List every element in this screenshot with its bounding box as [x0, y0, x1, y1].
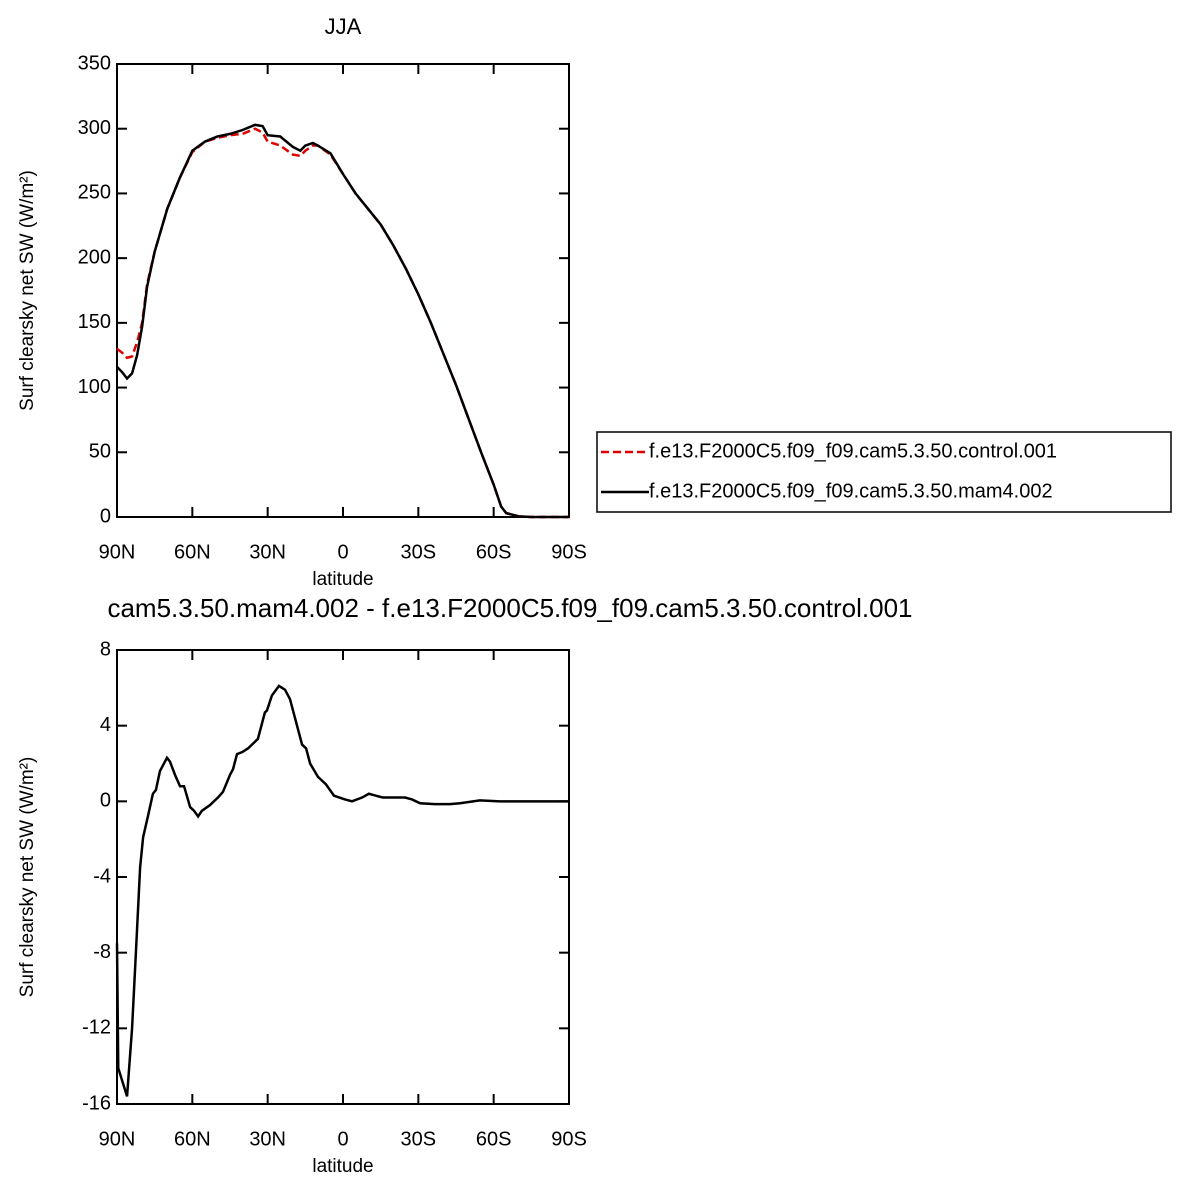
x-tick-label: 60N [174, 1128, 211, 1150]
x-tick-label: 30S [401, 541, 437, 563]
x-tick-label: 60S [476, 541, 512, 563]
y-tick-label: 250 [78, 182, 111, 204]
y-tick-label: 300 [78, 117, 111, 139]
y-tick-label: 0 [100, 505, 111, 527]
x-tick-label: 30N [249, 1128, 286, 1150]
plot-frame [116, 63, 570, 518]
y-tick-label: 350 [78, 52, 111, 74]
y-tick-label: 0 [100, 790, 111, 812]
plot-frame [116, 649, 570, 1105]
chart-title: cam5.3.50.mam4.002 - f.e13.F2000C5.f09_f… [107, 593, 912, 623]
y-tick-label: 100 [78, 376, 111, 398]
y-axis-label: Surf clearsky net SW (W/m²) [17, 757, 38, 998]
x-tick-label: 0 [337, 1128, 348, 1150]
x-tick-label: 60N [174, 541, 211, 563]
y-tick-label: 8 [100, 638, 111, 660]
y-tick-label: 200 [78, 246, 111, 268]
y-tick-label: 50 [89, 441, 111, 463]
x-tick-label: 30S [401, 1128, 437, 1150]
data-line [115, 684, 569, 1097]
x-tick-label: 0 [337, 541, 348, 563]
x-tick-label: 90S [551, 541, 587, 563]
y-tick-label: -4 [93, 865, 111, 887]
y-tick-label: 4 [100, 714, 111, 736]
y-axis-label: Surf clearsky net SW (W/m²) [17, 170, 38, 411]
chart-title: JJA [325, 14, 362, 39]
x-tick-label: 90S [551, 1128, 587, 1150]
y-tick-label: -8 [93, 941, 111, 963]
legend-label: f.e13.F2000C5.f09_f09.cam5.3.50.control.… [649, 440, 1057, 462]
y-tick-label: 150 [78, 311, 111, 333]
x-axis-label: latitude [312, 569, 373, 590]
y-tick-label: -16 [82, 1092, 111, 1114]
x-tick-label: 60S [476, 1128, 512, 1150]
x-tick-label: 30N [249, 541, 286, 563]
legend: f.e13.F2000C5.f09_f09.cam5.3.50.control.… [596, 431, 1172, 513]
x-tick-label: 90N [99, 1128, 136, 1150]
legend-label: f.e13.F2000C5.f09_f09.cam5.3.50.mam4.002 [649, 480, 1053, 502]
data-line [116, 123, 569, 519]
legend-box [596, 431, 1172, 513]
data-line [116, 127, 569, 519]
y-tick-label: -12 [82, 1017, 111, 1039]
x-tick-label: 90N [99, 541, 136, 563]
x-axis-label: latitude [312, 1156, 373, 1177]
